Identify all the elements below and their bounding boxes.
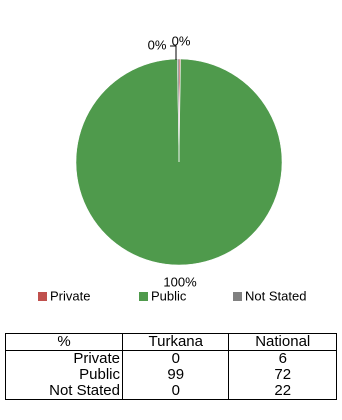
legend-swatch xyxy=(233,292,242,301)
table-cell: 6 xyxy=(228,350,337,367)
data-label: 0% xyxy=(148,37,167,52)
table-cell: 22 xyxy=(228,383,337,400)
table-cell: Private xyxy=(5,350,123,367)
leader-line xyxy=(170,45,177,60)
table-row: Public 99 72 xyxy=(5,367,337,383)
data-label: 100% xyxy=(163,274,197,289)
pie-slice xyxy=(75,58,283,266)
table-cell: Turkana xyxy=(121,333,230,351)
data-label: 0% xyxy=(172,33,191,48)
table-cell: 99 xyxy=(121,367,230,383)
table-row: Not Stated 0 22 xyxy=(5,383,337,400)
legend-swatch xyxy=(38,292,47,301)
chart: 0% 100% 0% Private Public Not Stated xyxy=(0,33,342,308)
table-cell: 72 xyxy=(228,367,337,383)
data-table: % Turkana National Private 0 6 Public 99 72 Not S… xyxy=(5,333,337,400)
table-row: % Turkana National xyxy=(5,333,337,351)
table-cell: 0 xyxy=(121,350,230,367)
table-cell: National xyxy=(228,333,337,351)
table-cell: % xyxy=(5,333,123,351)
pie-slice xyxy=(177,58,180,163)
legend-label: Not Stated xyxy=(245,288,306,303)
legend-bg xyxy=(0,288,342,308)
legend-swatch xyxy=(139,292,148,301)
legend-label: Public xyxy=(151,288,187,303)
table-cell: 0 xyxy=(121,383,230,400)
table-cell: Not Stated xyxy=(5,383,123,400)
legend-label: Private xyxy=(50,288,90,303)
table-row: Private 0 6 xyxy=(5,350,337,367)
table-cell: Public xyxy=(5,367,123,383)
